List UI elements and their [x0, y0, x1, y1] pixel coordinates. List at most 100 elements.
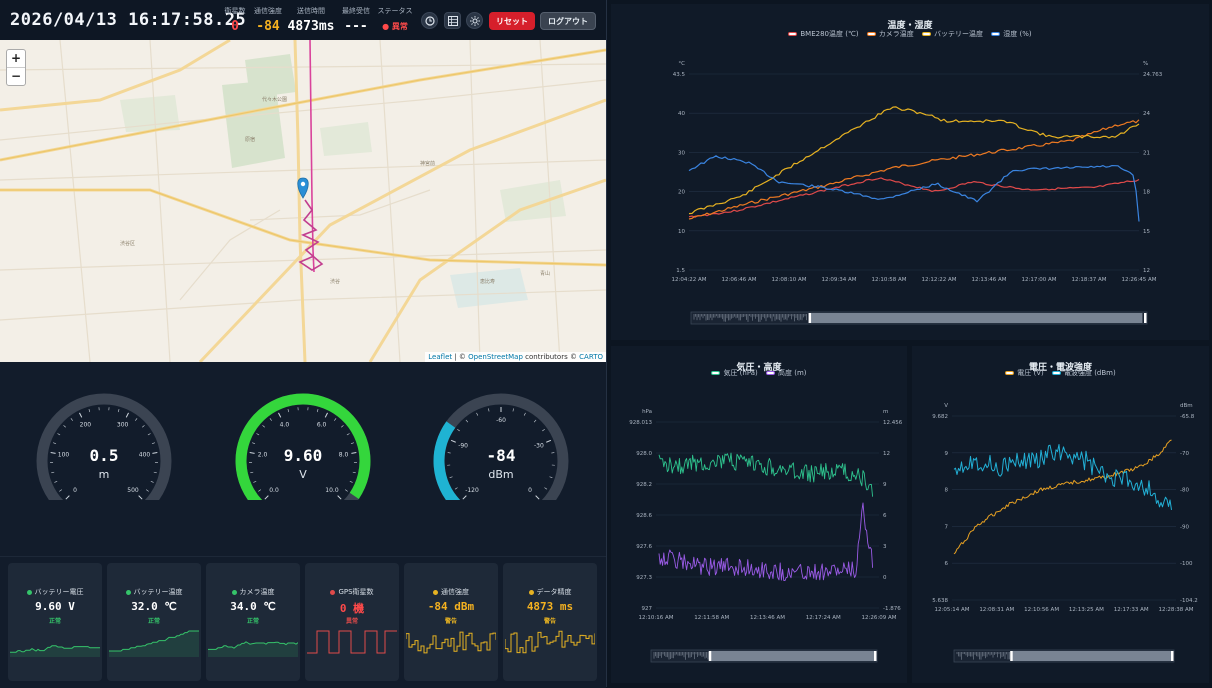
gauge-tick	[71, 418, 73, 420]
y-left-tick-label: 928.6	[636, 513, 652, 519]
sparkline	[109, 625, 199, 657]
reset-button[interactable]: リセット	[489, 12, 535, 30]
series-line	[659, 453, 873, 497]
leaflet-link[interactable]: Leaflet	[428, 353, 452, 361]
theme-toggle-button[interactable]	[466, 12, 483, 29]
y-left-tick-label: 928.0	[636, 451, 652, 457]
gauge-tick	[270, 418, 272, 420]
series-line	[689, 107, 1139, 214]
stat-satellites-value: 0	[222, 19, 248, 34]
status-dot	[529, 590, 534, 595]
zoom-in-button[interactable]: +	[7, 50, 25, 68]
y-right-tick-label: -65.8	[1180, 414, 1195, 420]
gauge-tick-label: 0	[73, 487, 77, 494]
sparkline	[10, 625, 100, 657]
x-tick-label: 12:08:31 AM	[979, 607, 1014, 613]
altitude-gauge-unit: m	[33, 468, 175, 481]
history-button[interactable]	[421, 12, 438, 29]
y-left-tick-label: 30	[678, 150, 685, 156]
gauge-tick-label: 4.0	[280, 421, 290, 428]
logout-button[interactable]: ログアウト	[540, 12, 596, 30]
sparkline-line	[406, 632, 496, 653]
card-value: 32.0 ℃	[107, 600, 201, 613]
x-tick-label: 12:13:46 AM	[972, 277, 1007, 283]
gauge-tick-label: -60	[496, 417, 506, 424]
card-value: -84 dBm	[404, 600, 498, 613]
stat-send-time: 送信時間 4873ms	[287, 6, 335, 34]
gauge-tick	[118, 409, 119, 412]
gauge-tick	[54, 481, 57, 482]
map-label: 渋谷区	[120, 240, 135, 247]
stat-signal-value: -84	[252, 19, 284, 34]
y-left-tick-label: 5.638	[932, 598, 948, 604]
gauge-tick	[451, 440, 456, 442]
stat-status-value: ● 異常	[376, 21, 414, 32]
y-left-tick-label: 6	[945, 561, 949, 567]
card-signal-strength: 通信強度 -84 dBm 警告	[404, 563, 498, 681]
card-battery-voltage: バッテリー電圧 9.60 V 正常	[8, 563, 102, 681]
y-right-tick-label: 0	[883, 575, 887, 581]
sparkline	[307, 625, 397, 657]
gauge-tick	[66, 496, 70, 500]
zoom-slider-window	[1011, 651, 1172, 661]
gauge-tick	[126, 413, 128, 417]
y-left-tick-label: 7	[945, 524, 949, 530]
x-tick-label: 12:13:25 AM	[1069, 607, 1104, 613]
y-right-tick-label: 12	[883, 451, 890, 457]
gauge-tick	[546, 440, 551, 442]
y-left-tick-label: 8	[945, 488, 949, 494]
sparkline	[406, 625, 496, 657]
osm-link[interactable]: OpenStreetMap	[468, 353, 523, 361]
y-left-tick-label: 1.5	[676, 268, 685, 274]
gauge-tick-label: 0	[528, 487, 532, 494]
x-tick-label: 12:18:37 AM	[1072, 277, 1107, 283]
map-view[interactable]: 代々木公園 原宿 渋谷区 渋谷 恵比寿 神宮前 青山 + − Leaflet |…	[0, 40, 606, 362]
gauge-tick-label: 10.0	[325, 487, 339, 494]
sparkline-line	[505, 631, 595, 653]
stat-status: ステータス ● 異常	[376, 6, 414, 32]
voltage-gauge-unit: V	[232, 468, 374, 481]
zoom-slider-handle-left	[709, 651, 712, 661]
x-tick-label: 12:26:45 AM	[1122, 277, 1157, 283]
table-view-button[interactable]	[444, 12, 461, 29]
gauge-tick	[350, 481, 353, 482]
map-label: 恵比寿	[480, 278, 495, 285]
x-tick-label: 12:04:22 AM	[672, 277, 707, 283]
gauge-tick-label: 500	[127, 487, 139, 494]
zoom-slider-window	[710, 651, 875, 661]
series-line	[954, 440, 1172, 554]
y-left-tick-label: 20	[678, 190, 685, 196]
y-right-unit: %	[1143, 61, 1148, 67]
x-tick-label: 12:12:22 AM	[922, 277, 957, 283]
card-status: 正常	[206, 616, 300, 625]
card-value: 0 機	[305, 600, 399, 616]
map-attribution: Leaflet | © OpenStreetMap contributors ©…	[425, 352, 606, 362]
y-right-tick-label: 21	[1143, 150, 1150, 156]
sparkline	[208, 625, 298, 657]
y-left-tick-label: 928.2	[636, 482, 652, 488]
gauge-tick	[288, 409, 289, 412]
x-tick-label: 12:08:10 AM	[772, 277, 807, 283]
gauge-tick	[488, 408, 489, 411]
gauge-tick-label: -120	[465, 487, 479, 494]
left-column: 2026/04/13 16:17:58.25 衛星数 0 通信強度 -84 送信…	[0, 0, 606, 687]
x-tick-label: 12:06:46 AM	[722, 277, 757, 283]
stat-last-received-value: ---	[339, 19, 373, 34]
gauge-tick	[338, 496, 342, 500]
gauge-tick-label: 6.0	[317, 421, 327, 428]
zoom-out-button[interactable]: −	[7, 68, 25, 85]
card-status: 正常	[107, 616, 201, 625]
x-tick-label: 12:09:34 AM	[822, 277, 857, 283]
charts-column: 温度・湿度 BME280温度 (℃) カメラ温度 バッテリー温度 湿度 (%) …	[606, 0, 1212, 687]
carto-link[interactable]: CARTO	[579, 353, 603, 361]
x-tick-label: 12:10:16 AM	[639, 615, 674, 621]
x-tick-label: 12:13:46 AM	[750, 615, 785, 621]
card-title: バッテリー電圧	[35, 588, 84, 596]
altitude-gauge-value: 0.5	[33, 446, 175, 465]
gauge-tick	[63, 425, 65, 427]
gauge-tick	[463, 496, 467, 500]
